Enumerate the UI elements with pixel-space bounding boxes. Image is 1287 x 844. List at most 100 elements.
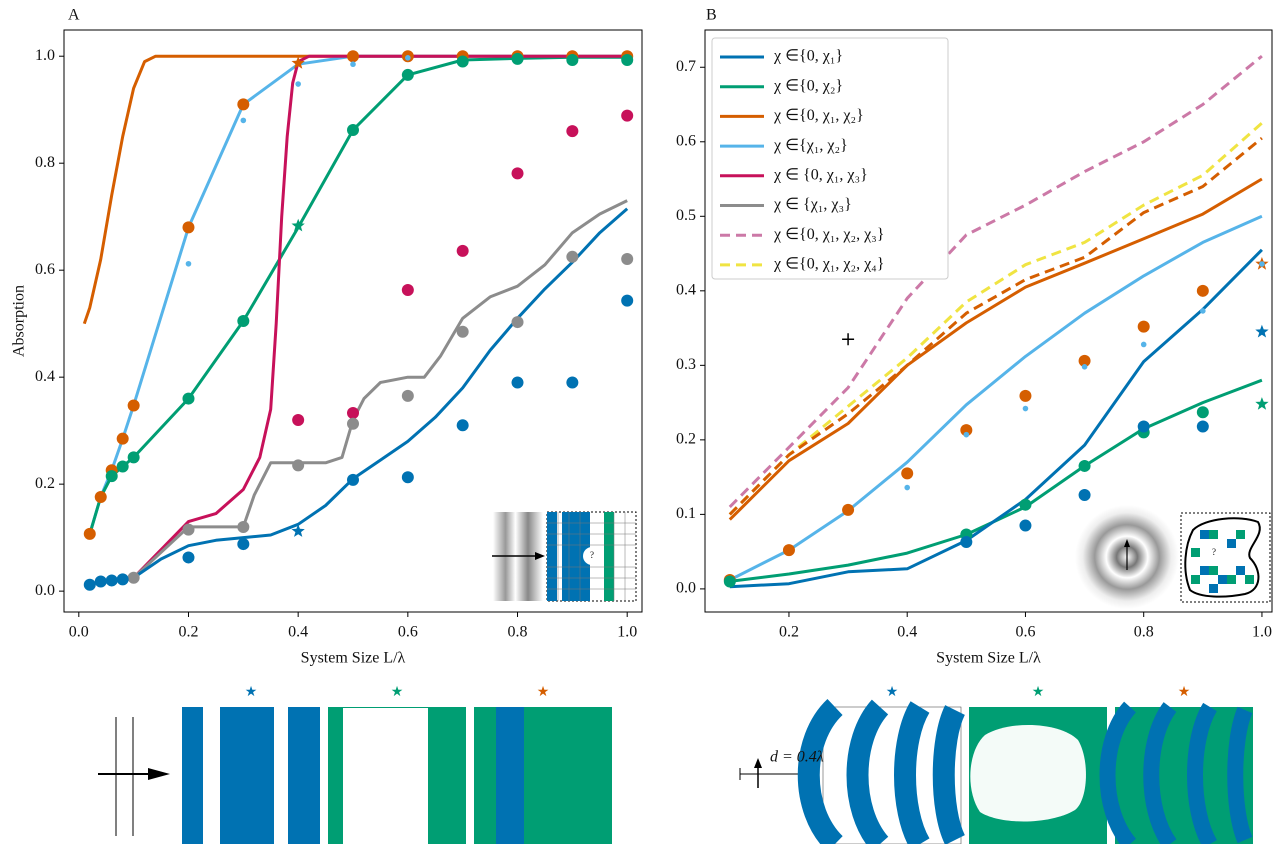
- point: [347, 473, 359, 486]
- point: [127, 399, 140, 412]
- point: [237, 520, 250, 533]
- point: [237, 98, 250, 111]
- point: [621, 252, 634, 265]
- point: [456, 244, 469, 257]
- point: [960, 535, 973, 548]
- point: [511, 167, 524, 180]
- x-tick-label: 0.2: [178, 624, 198, 641]
- x-axis-label: System Size L/λ: [936, 650, 1041, 667]
- point: [182, 551, 195, 564]
- legend-label: χ ∈{0, χ₁, χ₂, χ₃}: [773, 226, 884, 243]
- point: [1196, 284, 1209, 297]
- inset-b: [1075, 505, 1271, 609]
- legend-label: χ ∈{0, χ₁}: [773, 48, 843, 65]
- point: [511, 52, 524, 65]
- point: [1078, 354, 1091, 367]
- point: [621, 53, 634, 66]
- series-line: [132, 54, 628, 579]
- point: [782, 544, 795, 557]
- scale-label: d = 0.4λ: [770, 749, 824, 766]
- point: [621, 294, 634, 307]
- point: [105, 574, 118, 587]
- series-line: [728, 54, 1263, 508]
- y-tick-label: 0.6: [35, 261, 55, 278]
- point: [182, 523, 195, 536]
- point: [401, 471, 414, 484]
- x-tick-label: 1.0: [617, 624, 637, 641]
- point: [1137, 420, 1150, 433]
- point: [1200, 308, 1206, 314]
- point: [1078, 489, 1091, 502]
- axes-frame: [704, 29, 1273, 613]
- svg-text:★: ★: [245, 685, 258, 700]
- point: [83, 578, 96, 591]
- point: [185, 260, 192, 267]
- star-point: [1255, 397, 1269, 410]
- y-tick-label: 0.8: [35, 154, 55, 171]
- point: [1196, 420, 1209, 433]
- point: [405, 55, 411, 61]
- inset-a: [491, 510, 638, 603]
- legend-label: χ ∈{0, χ₁, χ₂}: [773, 107, 864, 124]
- y-tick-label: 0.0: [676, 580, 696, 597]
- point: [237, 538, 250, 551]
- star-point: [291, 218, 305, 232]
- series-line: [729, 214, 1263, 582]
- point: [1019, 389, 1032, 402]
- svg-text:★: ★: [537, 685, 550, 700]
- x-tick-label: 0.8: [1134, 624, 1154, 641]
- point: [347, 50, 359, 63]
- point: [1078, 459, 1091, 472]
- axes-frame: [63, 29, 643, 613]
- point: [240, 117, 247, 124]
- point: [566, 250, 579, 263]
- point: [842, 503, 855, 516]
- point: [511, 316, 524, 329]
- point: [511, 376, 524, 389]
- legend-label: χ ∈ {χ₁, χ₃}: [773, 196, 852, 213]
- point: [456, 419, 469, 432]
- x-tick-label: 0.4: [288, 624, 308, 641]
- plot-area: [728, 54, 1263, 589]
- legend-label: χ ∈{0, χ₂}: [773, 77, 843, 94]
- point: [295, 81, 301, 87]
- point: [105, 470, 118, 483]
- legend-box: [711, 37, 949, 280]
- point: [347, 407, 359, 420]
- plus-point: [842, 333, 855, 346]
- point: [401, 389, 414, 402]
- series-line: [728, 177, 1263, 521]
- y-axis-label: Absorption: [11, 285, 28, 357]
- star-point: [1255, 324, 1269, 338]
- point: [401, 68, 414, 81]
- series-line: [728, 136, 1263, 516]
- y-tick-label: 0.2: [35, 475, 55, 492]
- y-tick-label: 0.4: [676, 281, 696, 298]
- series-line: [728, 121, 1263, 516]
- legend-label: χ ∈ {0, χ₁, χ₃}: [773, 166, 868, 183]
- point: [960, 424, 973, 437]
- y-tick-label: 0.4: [35, 368, 55, 385]
- x-axis-label: System Size L/λ: [301, 650, 406, 667]
- x-tick-label: 0.6: [398, 624, 418, 641]
- svg-text:★: ★: [886, 685, 899, 700]
- point: [1081, 364, 1088, 370]
- series-line: [82, 54, 628, 325]
- star-point: [291, 56, 305, 69]
- legend-label: χ ∈{χ₁, χ₂}: [773, 137, 848, 154]
- point: [566, 125, 579, 138]
- point: [237, 315, 250, 327]
- point: [1259, 261, 1265, 267]
- point: [94, 490, 107, 503]
- point: [83, 527, 96, 540]
- point: [347, 417, 359, 430]
- point: [292, 413, 305, 426]
- x-tick-label: 0.4: [897, 624, 917, 641]
- point: [456, 55, 469, 68]
- point: [116, 573, 129, 586]
- point: [182, 392, 195, 405]
- structures-b: ★ ★ ★: [739, 685, 1253, 844]
- point: [1196, 406, 1209, 419]
- point: [127, 451, 140, 464]
